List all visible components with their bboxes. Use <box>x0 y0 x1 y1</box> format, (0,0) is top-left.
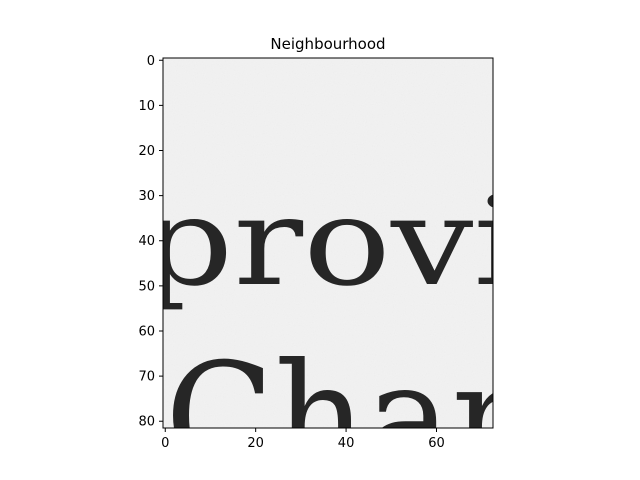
y-axis: 0 10 20 30 40 50 60 70 80 <box>138 54 163 430</box>
image-panel: provi Char <box>140 58 520 480</box>
x-tick-label: 60 <box>428 436 445 451</box>
x-axis: 0 20 40 60 <box>161 428 445 451</box>
y-tick-label: 50 <box>138 279 155 294</box>
x-tick-label: 0 <box>161 436 169 451</box>
paper-texture <box>163 58 493 428</box>
y-tick-label: 10 <box>138 99 155 114</box>
y-tick-label: 80 <box>138 415 155 430</box>
y-tick-label: 70 <box>138 370 155 385</box>
y-tick-label: 40 <box>138 234 155 249</box>
image-text-line-char: Char <box>165 332 520 480</box>
image-text-line-provi: provi <box>140 171 520 313</box>
x-tick-label: 40 <box>338 436 355 451</box>
y-tick-label: 0 <box>147 54 155 69</box>
chart-title: Neighbourhood <box>270 35 385 53</box>
y-tick-label: 20 <box>138 144 155 159</box>
plot-frame <box>162 57 494 429</box>
x-tick-label: 20 <box>247 436 264 451</box>
y-tick-label: 60 <box>138 324 155 339</box>
y-tick-label: 30 <box>138 189 155 204</box>
